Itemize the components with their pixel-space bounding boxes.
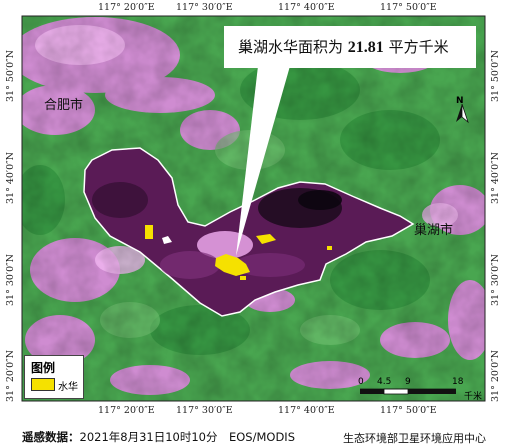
- scale-bar: [360, 388, 456, 395]
- legend: 图例 水华: [24, 355, 84, 399]
- lon-tick-top: 117° 30′0″E: [176, 2, 233, 13]
- lat-tick-right: 31° 30′0″N: [490, 254, 501, 307]
- scale-tick-label: 18: [452, 377, 464, 387]
- scale-bar-labels: 0 4.5 9 18: [356, 377, 496, 389]
- data-source-label: 遥感数据：: [22, 430, 80, 444]
- callout-box: [224, 26, 476, 68]
- satellite-image: [22, 16, 485, 401]
- legend-swatch-algae: [31, 378, 55, 391]
- lon-tick-bottom: 117° 30′0″E: [176, 405, 233, 416]
- data-source: 遥感数据：2021年8月31日10时10分 EOS/MODIS: [22, 429, 295, 445]
- lon-tick-bottom: 117° 20′0″E: [98, 405, 155, 416]
- lat-tick-left: 31° 20′0″N: [5, 350, 16, 403]
- lon-tick-top: 117° 50′0″E: [380, 2, 437, 13]
- legend-label-algae: 水华: [58, 382, 78, 393]
- lat-tick-right: 31° 20′0″N: [490, 350, 501, 403]
- scale-unit: 千米: [464, 392, 483, 402]
- city-label-chaohu: 巢湖市: [414, 223, 454, 238]
- lon-tick-top: 117° 20′0″E: [98, 2, 155, 13]
- lat-tick-left: 31° 50′0″N: [5, 50, 16, 103]
- scale-tick-label: 9: [405, 377, 411, 387]
- lat-tick-left: 31° 40′0″N: [5, 152, 16, 205]
- bloom-area-callout: 巢湖水华面积为 21.81 平方千米: [238, 38, 449, 56]
- algae-bloom: [145, 225, 332, 280]
- lon-tick-bottom: 117° 40′0″E: [278, 405, 335, 416]
- legend-title: 图例: [31, 361, 56, 375]
- north-arrow-icon: [456, 103, 469, 124]
- agency-credit: 生态环境部卫星环境应用中心: [343, 432, 486, 445]
- lon-tick-top: 117° 40′0″E: [278, 2, 335, 13]
- data-source-value: 2021年8月31日10时10分 EOS/MODIS: [79, 430, 296, 444]
- lake-chaohu: [83, 147, 415, 317]
- lat-tick-right: 31° 40′0″N: [490, 152, 501, 205]
- lat-tick-left: 31° 30′0″N: [5, 254, 16, 307]
- north-label: N: [456, 96, 464, 106]
- lon-tick-bottom: 117° 50′0″E: [380, 405, 437, 416]
- scale-tick-label: 0: [358, 377, 364, 387]
- lat-tick-right: 31° 50′0″N: [490, 50, 501, 103]
- scale-tick-label: 4.5: [377, 377, 392, 387]
- callout-pointer: [236, 66, 290, 256]
- city-label-hefei: 合肥市: [44, 98, 84, 113]
